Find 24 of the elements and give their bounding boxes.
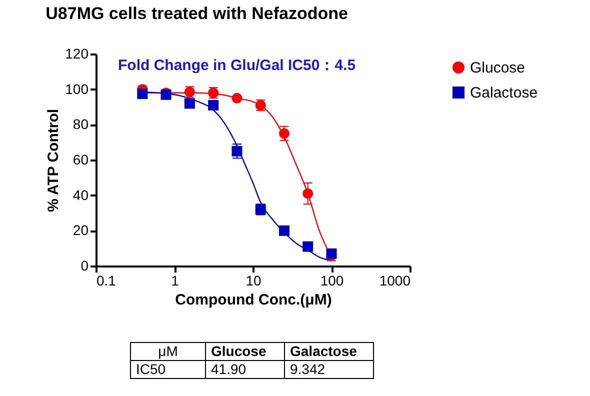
legend-label: Galactose bbox=[470, 84, 538, 102]
x-axis-title: Compound Conc.(μM) bbox=[175, 292, 332, 308]
annotation: Fold Change in Glu/Gal IC50：4.5 bbox=[118, 57, 356, 74]
y-tick-label: 40 bbox=[72, 186, 89, 203]
x-tick-label: 1 bbox=[171, 272, 180, 288]
text: Galactose bbox=[284, 342, 374, 360]
legend-label: Glucose bbox=[470, 60, 526, 76]
y-tick-label: 100 bbox=[65, 80, 89, 97]
y-tick-label: 120 bbox=[65, 46, 89, 62]
x-tick-label: 10 bbox=[246, 272, 262, 288]
y-tick-label: 0 bbox=[80, 258, 89, 274]
y-tick-label: 80 bbox=[72, 116, 89, 132]
y-axis-title: % ATP Control bbox=[45, 108, 62, 212]
x-tick-label: 100 bbox=[320, 272, 344, 288]
x-tick-label: 1000 bbox=[379, 272, 411, 288]
text: 41.90 bbox=[206, 360, 284, 378]
text: IC50 bbox=[130, 360, 206, 378]
chart-title: U87MG cells treated with Nefazodone bbox=[46, 4, 348, 23]
text: 9.342 bbox=[284, 360, 374, 378]
text: μM bbox=[130, 342, 206, 360]
x-tick-label: 0.1 bbox=[96, 272, 116, 288]
y-tick-label: 60 bbox=[72, 152, 89, 168]
y-tick-label: 20 bbox=[72, 222, 89, 238]
text: Glucose bbox=[206, 342, 284, 360]
